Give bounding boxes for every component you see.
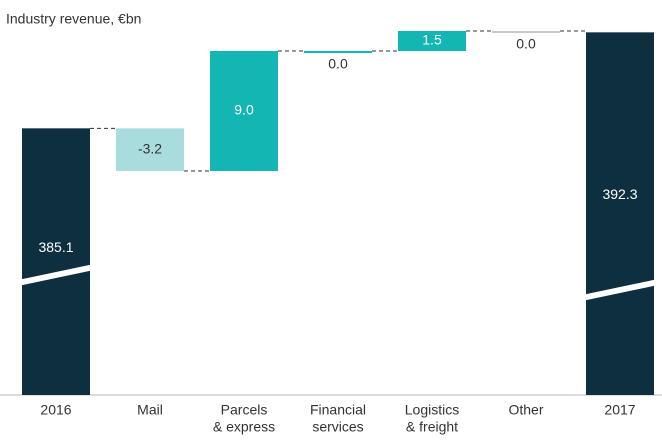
- x-tick-label: Other: [508, 402, 543, 418]
- x-tick-label: services: [312, 419, 363, 435]
- bar: [492, 31, 560, 33]
- value-label: 1.5: [422, 32, 442, 48]
- x-tick-label: 2017: [604, 402, 635, 418]
- x-tick-label: 2016: [40, 402, 71, 418]
- value-label: 0.0: [328, 56, 348, 72]
- value-label: 0.0: [516, 36, 536, 52]
- bar: [586, 32, 654, 395]
- x-tick-label: & freight: [406, 419, 458, 435]
- bar: [210, 51, 278, 171]
- value-label: 385.1: [38, 239, 73, 255]
- value-label: 9.0: [234, 102, 254, 118]
- x-tick-label: Mail: [137, 402, 163, 418]
- value-label: -3.2: [138, 140, 162, 156]
- bar: [398, 31, 466, 51]
- axis-break: [582, 279, 658, 301]
- bar: [304, 51, 372, 53]
- value-label: 392.3: [602, 186, 637, 202]
- chart-title: Industry revenue, €bn: [6, 11, 141, 27]
- x-tick-label: Parcels: [221, 402, 268, 418]
- x-tick-label: Financial: [310, 402, 366, 418]
- bar: [116, 128, 184, 171]
- x-tick-label: Logistics: [405, 402, 459, 418]
- x-tick-label: & express: [213, 419, 275, 435]
- bar: [22, 128, 90, 396]
- axis-break: [18, 264, 94, 286]
